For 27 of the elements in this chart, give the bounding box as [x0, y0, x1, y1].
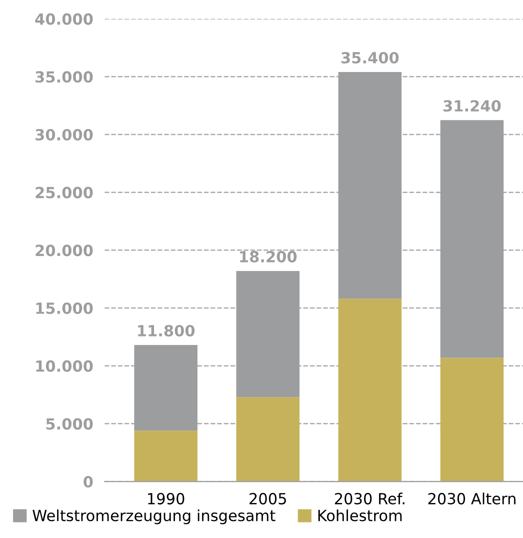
y-tick-label: 35.000	[36, 71, 93, 83]
bar	[440, 120, 504, 358]
bar	[134, 345, 198, 431]
y-tick-label: 0	[84, 476, 93, 488]
bar	[236, 270, 300, 398]
total-label: 18.200	[240, 250, 297, 262]
y-tick-label: 20.000	[36, 244, 93, 256]
y-tick-label: 5.000	[46, 418, 93, 430]
x-tick-label: 2030 Altern	[428, 492, 516, 504]
bar	[134, 430, 198, 482]
y-tick-label: 40.000	[35, 13, 93, 25]
legend-label: Kohlestrom	[318, 509, 402, 522]
legend-label: Weltstromerzeugung insgesamt	[32, 509, 276, 524]
x-tick-label: 2030 Ref.	[334, 492, 404, 504]
total-label: 35.400	[341, 52, 399, 64]
y-tick-label: 15.000	[36, 302, 93, 314]
total-label: 31.240	[444, 100, 501, 112]
y-tick-label: 10.000	[36, 360, 93, 372]
y-tick-label: 30.000	[36, 128, 93, 141]
bar	[338, 72, 402, 299]
bar	[236, 397, 300, 482]
total-label: 11.800	[138, 324, 195, 337]
y-tick-label: 25.000	[36, 186, 93, 198]
bar	[440, 358, 504, 482]
x-tick-label: 2005	[250, 492, 286, 504]
bar	[338, 298, 402, 482]
x-tick-label: 1990	[148, 492, 184, 504]
